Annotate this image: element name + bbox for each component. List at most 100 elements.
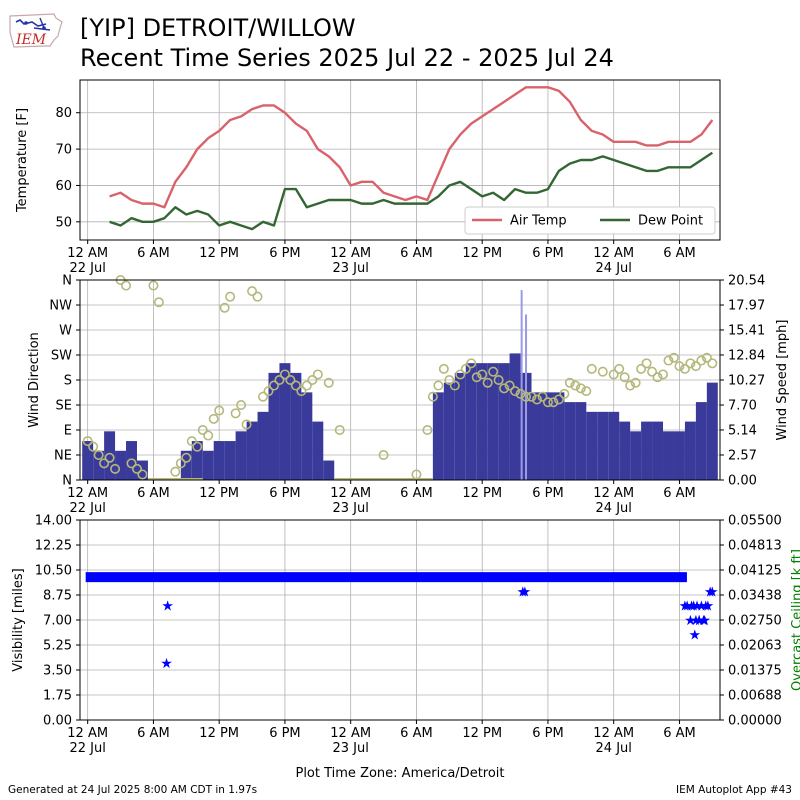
- direction-tick-label: N: [62, 474, 72, 489]
- wind-direction-point: [252, 291, 263, 302]
- y-tick-label: 7.00: [43, 614, 72, 629]
- wind-direction-point: [449, 380, 460, 391]
- x-tick-date-label: 23 Jul: [333, 741, 369, 756]
- wind-speed-bar: [301, 392, 313, 480]
- series-line-dew-point: [109, 151, 713, 231]
- speed-tick-label: 17.97: [728, 299, 765, 314]
- wind-speed-bar: [279, 363, 291, 480]
- panel-frame-temperature: [79, 79, 721, 241]
- wind-direction-point: [208, 413, 219, 424]
- wind-direction-point: [488, 366, 499, 377]
- wind-speed-bar: [246, 421, 258, 480]
- x-tick-date-label: 24 Jul: [596, 741, 632, 756]
- wind-direction-point: [663, 355, 674, 366]
- wind-speed-bar: [476, 363, 488, 480]
- y2-tick-label: 0.04125: [728, 564, 782, 579]
- wind-speed-bar: [531, 392, 543, 480]
- wind-direction-point: [707, 358, 718, 369]
- generated-timestamp: Generated at 24 Jul 2025 8:00 AM CDT in …: [8, 784, 258, 796]
- x-tick-label: 12 AM: [593, 726, 634, 741]
- speed-tick-label: 20.54: [728, 274, 765, 289]
- wind-direction-point: [274, 374, 285, 385]
- wind-speed-bar: [82, 441, 94, 480]
- wind-gust-bar: [520, 290, 523, 480]
- y2-tick-label: 0.00688: [728, 688, 782, 703]
- direction-tick-label: W: [59, 324, 72, 339]
- wind-direction-point: [652, 372, 663, 383]
- x-axis-label: Plot Time Zone: America/Detroit: [295, 766, 504, 781]
- legend-label: Dew Point: [638, 214, 703, 229]
- wind-direction-point: [104, 452, 115, 463]
- wind-direction-point: [636, 363, 647, 374]
- direction-tick-label: NE: [54, 449, 72, 464]
- wind-speed-bar: [706, 382, 718, 480]
- direction-tick-label: N: [62, 274, 72, 289]
- wind-speed-bar: [224, 441, 236, 480]
- legend-label: Air Temp: [510, 214, 567, 229]
- x-tick-label: 12 AM: [593, 486, 634, 501]
- wind-direction-point: [230, 408, 241, 419]
- speed-tick-label: 5.14: [728, 423, 757, 438]
- wind-speed-bar: [257, 411, 269, 480]
- wind-direction-point: [268, 380, 279, 391]
- series-line-air-temp: [109, 86, 714, 209]
- wind-direction-point: [186, 436, 197, 447]
- wind-direction-point: [247, 286, 258, 297]
- visibility-point: ★: [689, 627, 702, 643]
- wind-direction-point: [608, 369, 619, 380]
- x-tick-date-label: 22 Jul: [69, 501, 105, 516]
- wind-direction-point: [499, 383, 510, 394]
- wind-direction-point: [531, 394, 542, 405]
- wind-direction-point: [614, 363, 625, 374]
- wind-speed-bar: [126, 441, 137, 480]
- iem-logo: IEM: [9, 13, 63, 48]
- wind-direction-point: [285, 374, 296, 385]
- wind-direction-point: [482, 377, 493, 388]
- direction-tick-label: SW: [51, 349, 72, 364]
- wind-speed-bar: [115, 450, 127, 480]
- x-tick-label: 6 AM: [137, 246, 170, 261]
- wind-speed-bar: [597, 411, 609, 480]
- wind-direction-point: [225, 291, 236, 302]
- wind-speed-bar: [323, 460, 335, 480]
- x-tick-date-label: 23 Jul: [333, 261, 369, 276]
- visibility-point: ★: [691, 599, 704, 615]
- wind-direction-point: [647, 366, 658, 377]
- speed-tick-label: 10.27: [728, 374, 765, 389]
- wind-speed-bar: [652, 421, 664, 480]
- y2-axis-label: Wind Speed [mph]: [775, 320, 790, 441]
- wind-speed-bar: [443, 382, 455, 480]
- y-tick-label: 80: [55, 106, 72, 121]
- wind-speed-bar: [191, 441, 203, 480]
- x-tick-label: 6 AM: [663, 486, 696, 501]
- wind-direction-point: [427, 391, 438, 402]
- y-tick-label: 1.75: [43, 689, 72, 704]
- wind-speed-bar: [542, 392, 554, 480]
- y-tick-label: 60: [55, 179, 72, 194]
- wind-direction-point: [121, 280, 132, 291]
- speed-tick-label: 0.00: [728, 474, 757, 489]
- wind-direction-point: [553, 394, 564, 405]
- wind-direction-point: [241, 419, 252, 430]
- wind-speed-bar: [498, 363, 510, 480]
- x-tick-label: 6 PM: [269, 486, 300, 501]
- wind-speed-bar: [509, 353, 521, 480]
- x-tick-label: 12 PM: [199, 486, 239, 501]
- wind-direction-point: [236, 399, 247, 410]
- wind-speed-bar: [235, 431, 247, 480]
- wind-direction-point: [460, 363, 471, 374]
- visibility-point: ★: [697, 613, 710, 629]
- y2-tick-label: 0.00000: [728, 714, 782, 729]
- direction-tick-label: S: [64, 374, 72, 389]
- x-tick-label: 6 AM: [663, 246, 696, 261]
- visibility-point: ★: [695, 599, 708, 615]
- wind-direction-point: [137, 469, 148, 480]
- x-tick-label: 6 PM: [532, 246, 563, 261]
- y-tick-label: 14.00: [35, 514, 72, 529]
- wind-speed-bar: [608, 411, 620, 480]
- wind-direction-point: [433, 380, 444, 391]
- wind-direction-point: [82, 436, 93, 447]
- wind-direction-point: [279, 369, 290, 380]
- x-tick-label: 6 PM: [532, 486, 563, 501]
- y-axis-label: Visibility [miles]: [11, 568, 26, 671]
